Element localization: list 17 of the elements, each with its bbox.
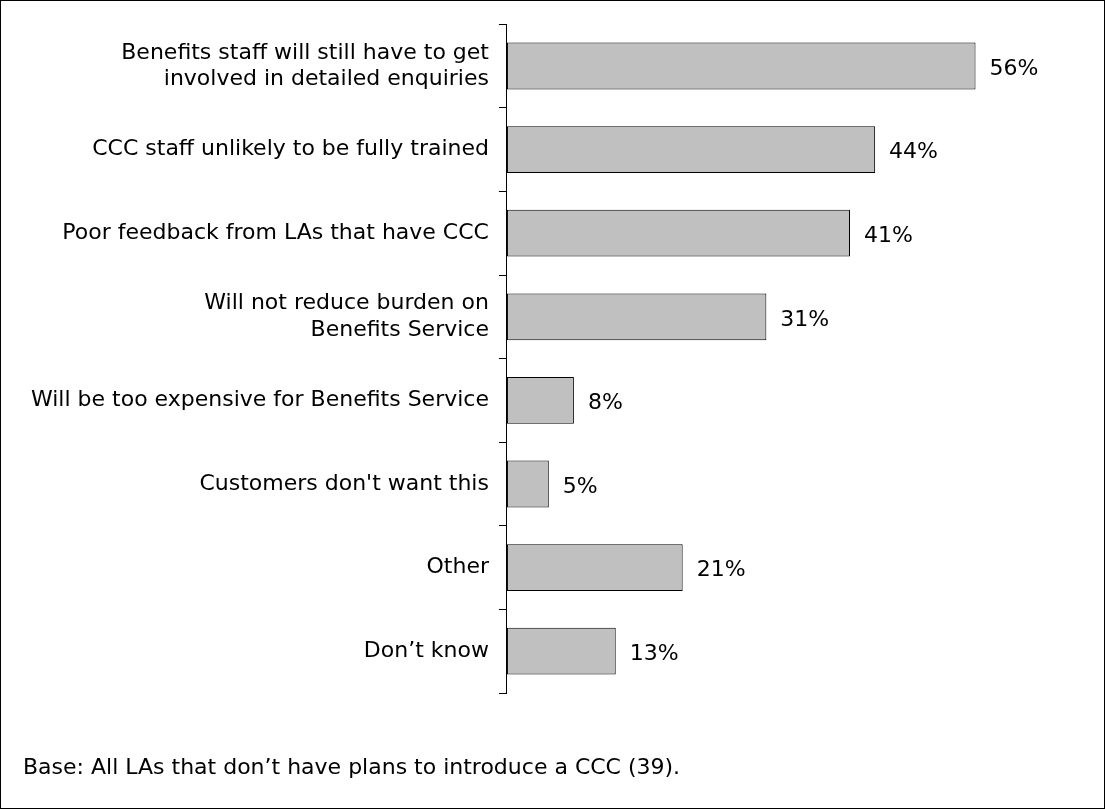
y-tick-label: CCC staff unlikely to be fully trained — [92, 135, 489, 161]
data-label: 8% — [587, 389, 623, 415]
data-label: 56% — [989, 54, 1039, 80]
data-label: 31% — [780, 305, 830, 331]
y-tick-label: Don’t know — [363, 636, 489, 662]
data-label: 13% — [629, 639, 679, 665]
y-tick-label: Will not reduce burden on Benefits Service — [204, 289, 489, 341]
data-label: 21% — [696, 556, 746, 582]
y-tick-label: Customers don't want this — [199, 469, 489, 495]
data-label: 41% — [864, 221, 913, 247]
text: Base: All LAs that don’t have plans to introduce a CCC (39). — [23, 753, 681, 779]
data-label: 5% — [562, 472, 598, 498]
data-label: 44% — [889, 138, 939, 164]
y-tick-label: Other — [426, 553, 490, 579]
y-tick-label: Poor feedback from LAs that have CCC — [62, 218, 489, 244]
y-tick-label: Will be too expensive for Benefits Service — [30, 386, 489, 412]
y-tick-label: Benefits staff will still have to get involved in detailed enquiries — [121, 38, 490, 90]
